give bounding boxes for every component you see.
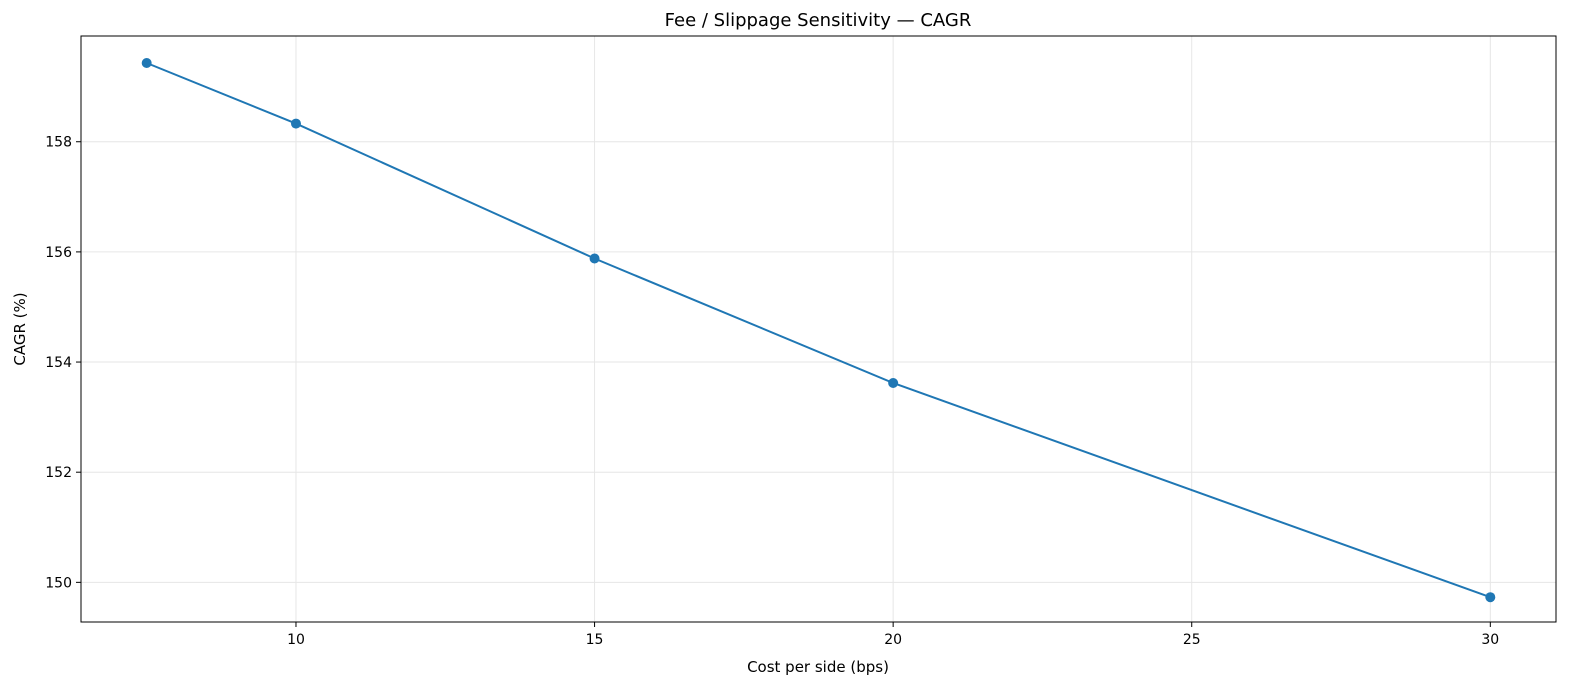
x-tick-label: 25	[1183, 632, 1201, 648]
grid	[81, 36, 1556, 622]
y-axis: 150 152 154 156 158	[45, 135, 81, 591]
y-axis-label: CAGR (%)	[11, 292, 29, 365]
series-group	[141, 57, 1496, 603]
x-tick-label: 15	[586, 632, 604, 648]
x-axis: 10 15 20 25 30	[287, 622, 1499, 648]
y-tick-label: 156	[45, 245, 72, 261]
data-point	[888, 377, 899, 388]
x-tick-label: 30	[1481, 632, 1499, 648]
y-tick-label: 158	[45, 135, 72, 151]
plot-frame	[80, 35, 1557, 623]
data-point	[290, 118, 301, 129]
data-point	[141, 57, 152, 68]
y-tick-label: 150	[45, 575, 72, 591]
plot-area-background	[81, 36, 1556, 622]
data-point	[1485, 592, 1496, 603]
chart-title: Fee / Slippage Sensitivity — CAGR	[665, 10, 972, 31]
x-tick-label: 20	[884, 632, 902, 648]
y-tick-label: 152	[45, 465, 72, 481]
y-tick-label: 154	[45, 355, 72, 371]
x-axis-label: Cost per side (bps)	[747, 658, 889, 676]
x-tick-label: 10	[287, 632, 305, 648]
data-point	[589, 253, 600, 264]
